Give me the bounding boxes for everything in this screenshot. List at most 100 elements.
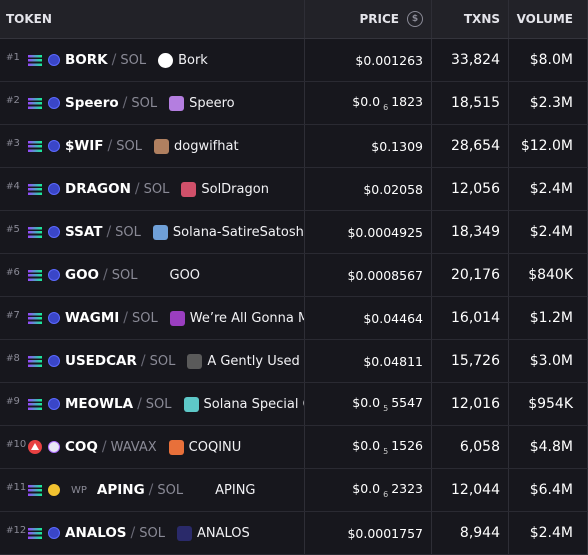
pair-separator: / (107, 138, 113, 154)
column-header-txns[interactable]: TXNS (432, 0, 509, 38)
txns-cell: 8,944 (432, 512, 509, 554)
price-cell: $0.1309 (305, 125, 432, 167)
token-name: COQINU (188, 439, 242, 455)
txns-cell: 18,349 (432, 211, 509, 253)
pair-separator: / (122, 95, 128, 111)
solana-chain-icon (28, 484, 42, 496)
price-value: $0.0 6 2323 (352, 481, 423, 499)
price-cell: $0.04464 (305, 297, 432, 339)
token-cell[interactable]: #9 MEOWLA / SOL Solana Special Ca (0, 383, 305, 425)
table-row[interactable]: #5 SSAT / SOL Solana-SatireSatoshi $0.00… (0, 211, 588, 254)
dex-icon (48, 183, 60, 195)
pair-separator: / (137, 396, 142, 412)
table-row[interactable]: #10 COQ / WAVAX COQINU $0.0 5 1526 6,058 $… (0, 426, 588, 469)
solana-chain-icon (28, 140, 42, 152)
token-cell[interactable]: #1 BORK / SOL Bork (0, 39, 305, 81)
volume-cell: $1.2M (509, 297, 588, 339)
token-logo-icon (152, 224, 168, 240)
solana-chain-icon (28, 97, 42, 109)
quote-symbol: SOL (139, 525, 165, 541)
table-row[interactable]: #9 MEOWLA / SOL Solana Special Ca $0.055… (0, 383, 588, 426)
table-row[interactable]: #12 ANALOS / SOL ANALOS $0.0001757 8,944… (0, 512, 588, 555)
price-cell: $0.02058 (305, 168, 432, 210)
txns-cell: 6,058 (432, 426, 509, 468)
solana-chain-icon (28, 398, 42, 410)
table-row[interactable]: #8 USEDCAR / SOL A Gently Used 200 $0.04… (0, 340, 588, 383)
avalanche-chain-icon (28, 440, 42, 454)
solana-chain-icon (28, 183, 42, 195)
quote-symbol: SOL (132, 310, 158, 326)
table-body: #1 BORK / SOL Bork $0.001263 33,824 $8.0… (0, 39, 588, 555)
token-symbol: USEDCAR (65, 353, 137, 369)
token-cell[interactable]: #11 WP APING / SOL APING (0, 469, 305, 511)
token-cell[interactable]: #7 WAGMI / SOL We’re All Gonna Ma (0, 297, 305, 339)
solana-chain-icon (28, 527, 42, 539)
token-name: dogwifhat (173, 138, 239, 154)
rank: #5 (6, 224, 20, 235)
dex-label: WP (71, 484, 87, 496)
txns-cell: 18,515 (432, 82, 509, 124)
token-cell[interactable]: #3 $WIF / SOL dogwifhat (0, 125, 305, 167)
price-cell: $0.001263 (305, 39, 432, 81)
token-logo-icon (169, 310, 185, 326)
token-logo-icon (183, 396, 199, 412)
price-value: $0.0 5 5547 (352, 395, 423, 413)
quote-symbol: WAVAX (110, 439, 157, 455)
table-header: TOKEN PRICE $ TXNS VOLUME (0, 0, 588, 39)
price-zero-count: 5 (383, 447, 389, 456)
token-cell[interactable]: #10 COQ / WAVAX COQINU (0, 426, 305, 468)
currency-toggle-icon[interactable]: $ (407, 11, 423, 27)
table-row[interactable]: #7 WAGMI / SOL We’re All Gonna Ma $0.044… (0, 297, 588, 340)
quote-symbol: SOL (120, 52, 147, 68)
price-value: $0.04811 (363, 353, 423, 369)
token-logo-icon (195, 483, 210, 498)
token-symbol: WAGMI (65, 310, 120, 326)
rank: #7 (6, 310, 20, 321)
pair-separator: / (140, 353, 146, 369)
column-header-price[interactable]: PRICE $ (305, 0, 432, 38)
dex-icon (48, 484, 60, 496)
txns-cell: 12,044 (432, 469, 509, 511)
price-cell: $0.04811 (305, 340, 432, 382)
table-row[interactable]: #4 DRAGON / SOL SolDragon $0.02058 12,05… (0, 168, 588, 211)
table-row[interactable]: #1 BORK / SOL Bork $0.001263 33,824 $8.0… (0, 39, 588, 82)
token-cell[interactable]: #6 GOO / SOL GOO (0, 254, 305, 296)
token-cell[interactable]: #8 USEDCAR / SOL A Gently Used 200 (0, 340, 305, 382)
token-logo-icon (168, 439, 184, 455)
txns-cell: 28,654 (432, 125, 509, 167)
price-cell: $0.0 6 1823 (305, 82, 432, 124)
table-row[interactable]: #2 Speero / SOL Speero $0.0 6 1823 18,515 … (0, 82, 588, 125)
price-cell: $0.0001757 (305, 512, 432, 554)
quote-symbol: SOL (145, 396, 172, 412)
txns-cell: 20,176 (432, 254, 509, 296)
quote-symbol: SOL (111, 267, 138, 283)
volume-cell: $8.0M (509, 39, 588, 81)
token-cell[interactable]: #12 ANALOS / SOL ANALOS (0, 512, 305, 554)
rank: #8 (6, 353, 20, 364)
table-row[interactable]: #11 WP APING / SOL APING $0.0 6 2323 12,04… (0, 469, 588, 512)
token-cell[interactable]: #4 DRAGON / SOL SolDragon (0, 168, 305, 210)
token-name: SolDragon (201, 181, 269, 197)
table-row[interactable]: #3 $WIF / SOL dogwifhat $0.1309 28,654 $… (0, 125, 588, 168)
price-cell: $0.0 6 2323 (305, 469, 432, 511)
table-row[interactable]: #6 GOO / SOL GOO $0.0008567 20,176 $840K (0, 254, 588, 297)
solana-chain-icon (28, 355, 42, 367)
token-cell[interactable]: #2 Speero / SOL Speero (0, 82, 305, 124)
dex-icon (48, 140, 60, 152)
rank: #12 (6, 525, 27, 536)
column-header-volume[interactable]: VOLUME (509, 0, 588, 38)
token-logo-icon (176, 525, 192, 541)
token-symbol: APING (96, 482, 145, 498)
token-logo-icon (153, 138, 169, 154)
token-name: APING (215, 482, 256, 498)
price-cell: $0.0 5 5547 (305, 383, 432, 425)
column-header-token[interactable]: TOKEN (0, 0, 305, 38)
token-cell[interactable]: #5 SSAT / SOL Solana-SatireSatoshi (0, 211, 305, 253)
dex-icon (48, 97, 60, 109)
volume-cell: $2.4M (509, 168, 588, 210)
pair-separator: / (106, 224, 112, 240)
volume-cell: $12.0M (509, 125, 588, 167)
pair-separator: / (103, 267, 108, 283)
token-logo-icon (187, 353, 203, 369)
